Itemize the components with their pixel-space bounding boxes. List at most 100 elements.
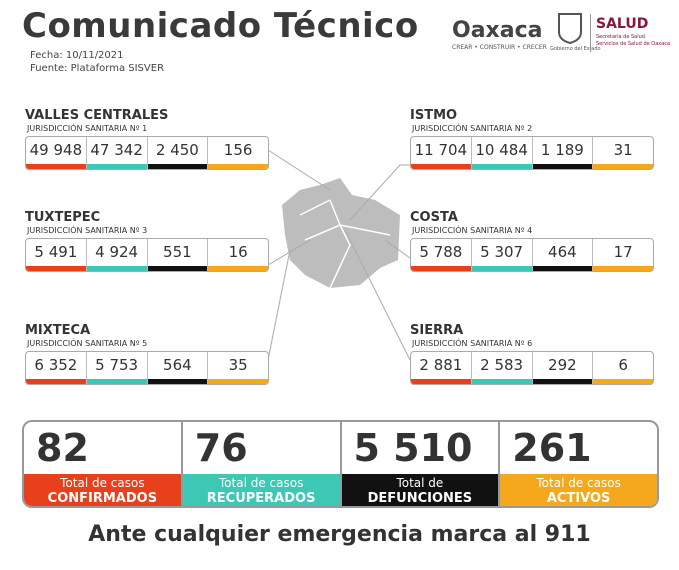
logo-divider bbox=[590, 14, 591, 52]
region-value: 292 bbox=[532, 352, 594, 384]
region-box: 5 788 5 307 464 17 bbox=[410, 238, 654, 272]
value-stripe bbox=[411, 266, 471, 271]
region-name: SIERRA bbox=[410, 323, 464, 338]
value-stripe bbox=[147, 266, 208, 271]
region-box: 2 881 2 583 292 6 bbox=[410, 351, 654, 385]
value-stripe bbox=[593, 379, 653, 384]
region-value: 11 704 bbox=[411, 137, 472, 169]
value-text: 5 307 bbox=[480, 243, 524, 261]
value-text: 31 bbox=[613, 141, 633, 159]
value-text: 49 948 bbox=[29, 141, 83, 159]
value-stripe bbox=[26, 164, 86, 169]
logo-oaxaca: Oaxaca bbox=[452, 18, 543, 43]
total-cell: 261 Total de casos ACTIVOS bbox=[500, 422, 657, 506]
total-label: Total de casos RECUPERADOS bbox=[182, 474, 340, 506]
total-value: 5 510 bbox=[353, 426, 473, 470]
logo-health-sub: Servicios de Salud de Oaxaca bbox=[596, 41, 671, 47]
value-text: 11 704 bbox=[414, 141, 468, 159]
region-value: 16 bbox=[208, 239, 268, 271]
value-text: 6 352 bbox=[34, 356, 78, 374]
value-stripe bbox=[593, 266, 653, 271]
region-value: 464 bbox=[532, 239, 594, 271]
total-label: Total de casos CONFIRMADOS bbox=[24, 474, 181, 506]
region-box: 49 948 47 342 2 450 156 bbox=[25, 136, 269, 170]
value-text: 2 583 bbox=[480, 356, 524, 374]
value-text: 5 788 bbox=[419, 243, 463, 261]
total-label-line: Total de casos bbox=[60, 476, 145, 490]
region-value: 2 450 bbox=[147, 137, 209, 169]
region-value: 10 484 bbox=[471, 137, 533, 169]
value-text: 47 342 bbox=[90, 141, 143, 159]
value-stripe bbox=[147, 379, 208, 384]
value-text: 16 bbox=[228, 243, 248, 261]
value-stripe bbox=[411, 164, 471, 169]
total-label-line: CONFIRMADOS bbox=[47, 491, 158, 506]
region-value: 5 307 bbox=[471, 239, 533, 271]
value-text: 292 bbox=[548, 356, 577, 374]
region-name: MIXTECA bbox=[25, 323, 91, 338]
total-cell: 5 510 Total de DEFUNCIONES bbox=[341, 422, 501, 506]
region-value: 2 881 bbox=[411, 352, 472, 384]
value-stripe bbox=[471, 164, 532, 169]
value-stripe bbox=[86, 164, 147, 169]
region-value: 2 583 bbox=[471, 352, 533, 384]
region-name: ISTMO bbox=[410, 108, 458, 123]
date: Fecha: 10/11/2021 bbox=[30, 50, 124, 61]
region-value: 1 189 bbox=[532, 137, 594, 169]
value-text: 2 881 bbox=[419, 356, 463, 374]
region-value: 17 bbox=[593, 239, 653, 271]
region-jurisdiction: JURISDICCIÓN SANITARIA Nº 2 bbox=[412, 124, 533, 133]
value-stripe bbox=[471, 266, 532, 271]
title: Comunicado Técnico bbox=[22, 6, 419, 46]
region-box: 5 491 4 924 551 16 bbox=[25, 238, 269, 272]
value-stripe bbox=[26, 379, 86, 384]
region-value: 4 924 bbox=[86, 239, 148, 271]
total-label-line: Total de casos bbox=[218, 476, 304, 490]
value-text: 17 bbox=[613, 243, 633, 261]
value-text: 156 bbox=[223, 141, 253, 159]
value-text: 6 bbox=[618, 356, 628, 374]
value-stripe bbox=[208, 379, 268, 384]
total-label: Total de casos ACTIVOS bbox=[500, 474, 657, 506]
logo-shield bbox=[558, 13, 582, 44]
region-value: 6 bbox=[593, 352, 653, 384]
value-stripe bbox=[532, 379, 593, 384]
region-jurisdiction: JURISDICCIÓN SANITARIA Nº 5 bbox=[27, 339, 148, 348]
logo-health-sub: Secretaría de Salud bbox=[596, 34, 645, 40]
value-text: 464 bbox=[548, 243, 577, 261]
logo-health: SALUD bbox=[596, 16, 649, 32]
total-label-line: Total de bbox=[396, 476, 444, 490]
value-text: 10 484 bbox=[475, 141, 528, 159]
value-stripe bbox=[532, 266, 593, 271]
region-value: 35 bbox=[208, 352, 268, 384]
value-text: 2 450 bbox=[155, 141, 199, 159]
value-text: 1 189 bbox=[540, 141, 584, 159]
value-stripe bbox=[593, 164, 653, 169]
region-value: 6 352 bbox=[26, 352, 87, 384]
value-text: 4 924 bbox=[95, 243, 139, 261]
region-jurisdiction: JURISDICCIÓN SANITARIA Nº 3 bbox=[27, 226, 148, 235]
region-name: COSTA bbox=[410, 210, 458, 225]
total-label-line: ACTIVOS bbox=[546, 491, 611, 506]
region-value: 564 bbox=[147, 352, 209, 384]
value-stripe bbox=[26, 266, 86, 271]
logo-motto: CREAR • CONSTRUIR • CRECER bbox=[452, 44, 547, 51]
region-jurisdiction: JURISDICCIÓN SANITARIA Nº 1 bbox=[27, 124, 148, 133]
value-text: 35 bbox=[228, 356, 248, 374]
value-stripe bbox=[411, 379, 471, 384]
value-stripe bbox=[86, 379, 147, 384]
region-value: 49 948 bbox=[26, 137, 87, 169]
region-name: VALLES CENTRALES bbox=[25, 108, 169, 123]
region-value: 47 342 bbox=[86, 137, 148, 169]
total-label-line: Total de casos bbox=[536, 476, 621, 490]
logo-government: Gobierno del Estado bbox=[550, 46, 601, 52]
value-stripe bbox=[147, 164, 208, 169]
region-value: 5 788 bbox=[411, 239, 472, 271]
region-value: 5 753 bbox=[86, 352, 148, 384]
total-value: 261 bbox=[512, 426, 592, 470]
value-text: 5 491 bbox=[34, 243, 78, 261]
